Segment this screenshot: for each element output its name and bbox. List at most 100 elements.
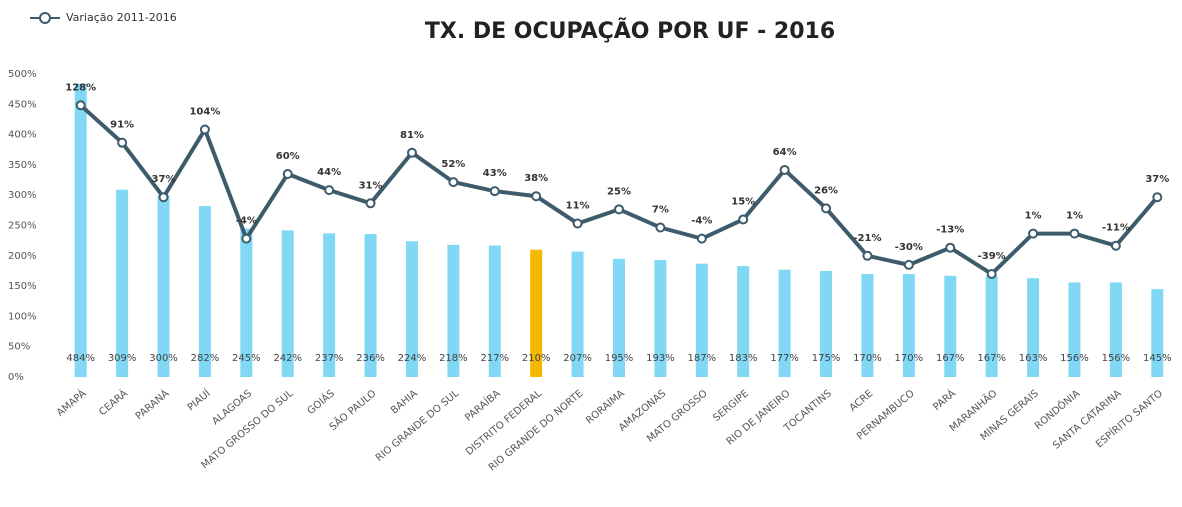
line-marker (821, 203, 832, 214)
bar-label: 218% (439, 353, 468, 364)
bar (985, 275, 998, 377)
line-marker (199, 124, 210, 135)
line-marker (324, 185, 335, 196)
line-label: 104% (189, 107, 220, 118)
bar (323, 233, 336, 377)
bar (778, 269, 791, 377)
line-marker (1028, 228, 1039, 239)
line-marker (1069, 228, 1080, 239)
bar-label: 167% (936, 353, 965, 364)
y-tick-label: 150% (8, 281, 37, 292)
line-marker (1152, 192, 1163, 203)
line-label: -21% (853, 233, 881, 244)
line-marker (945, 242, 956, 253)
line-label: 38% (524, 173, 548, 184)
bar (1027, 278, 1040, 377)
line-marker (117, 137, 128, 148)
bar-label: 156% (1102, 353, 1131, 364)
line-label: 11% (566, 200, 590, 211)
line-label: 64% (773, 147, 797, 158)
bar (571, 251, 584, 377)
bar-label: 195% (605, 353, 634, 364)
bar (1109, 282, 1122, 377)
bar-label: 187% (688, 353, 717, 364)
legend-marker (39, 12, 51, 24)
y-tick-label: 500% (8, 69, 37, 80)
line-label: -39% (978, 251, 1006, 262)
bar (281, 230, 294, 377)
bar (1068, 282, 1081, 377)
line-label: 37% (1145, 174, 1169, 185)
y-tick-label: 100% (8, 311, 37, 322)
x-tick-label: BAHIA (389, 388, 420, 416)
bar-label: 242% (273, 353, 302, 364)
line-marker (738, 214, 749, 225)
bar-label: 236% (356, 353, 385, 364)
x-tick-label: GOIÁS (304, 387, 337, 417)
y-tick-label: 350% (8, 160, 37, 171)
bar (157, 195, 170, 377)
line-label: 15% (731, 196, 755, 207)
bar (116, 189, 129, 377)
line-label: 1% (1025, 211, 1042, 222)
legend-label: Variação 2011-2016 (66, 11, 177, 24)
y-tick-label: 450% (8, 99, 37, 110)
bar (447, 244, 460, 377)
x-tick-label: AMAPÁ (54, 387, 89, 419)
line-label: 91% (110, 120, 134, 131)
line-label: -13% (936, 225, 964, 236)
line-label: 7% (652, 205, 669, 216)
bar-label: 170% (853, 353, 882, 364)
line-marker (406, 147, 417, 158)
x-tick-label: ESPÍRITO SANTO (1093, 387, 1165, 451)
line-label: 128% (65, 82, 96, 93)
line-label: 81% (400, 130, 424, 141)
y-tick-label: 400% (8, 130, 37, 141)
line-label: 25% (607, 186, 631, 197)
line-marker (531, 191, 542, 202)
bar-label: 217% (480, 353, 509, 364)
line-marker (903, 259, 914, 270)
line-marker (572, 218, 583, 229)
x-tick-label: PIAUÍ (184, 387, 212, 414)
x-tick-label: RORAIMA (584, 388, 627, 426)
bar-label: 484% (66, 353, 95, 364)
line-label: 1% (1066, 211, 1083, 222)
bar-label: 210% (522, 353, 551, 364)
bar (695, 263, 708, 377)
bar (613, 258, 625, 377)
bar-label: 237% (315, 353, 344, 364)
line-marker (862, 250, 873, 261)
bar-label: 183% (729, 353, 758, 364)
bar-label: 300% (149, 353, 178, 364)
bar-label: 175% (812, 353, 841, 364)
line-marker (489, 186, 500, 197)
line-marker (365, 198, 376, 209)
line-marker (158, 192, 169, 203)
bar (902, 273, 915, 377)
bar-label: 207% (563, 353, 592, 364)
x-tick-label: DISTRITO FEDERAL (464, 388, 544, 458)
bar (530, 249, 543, 377)
x-tick-label: ACRE (848, 388, 876, 414)
bar-label: 156% (1060, 353, 1089, 364)
line-label: 60% (276, 151, 300, 162)
bar-label: 163% (1019, 353, 1048, 364)
line-label: -4% (691, 216, 712, 227)
y-tick-label: 0% (8, 372, 24, 383)
bar-label: 167% (977, 353, 1006, 364)
bar-label: 309% (108, 353, 137, 364)
bar (488, 245, 501, 377)
bar (240, 228, 253, 377)
line-label: 37% (152, 174, 176, 185)
bar-label: 224% (398, 353, 427, 364)
line-label: 44% (317, 167, 341, 178)
line-marker (75, 100, 86, 111)
y-tick-label: 300% (8, 190, 37, 201)
x-tick-label: RIO GRANDE DO SUL (374, 388, 462, 464)
y-tick-label: 200% (8, 251, 37, 262)
line-marker (448, 177, 459, 188)
line-label: -11% (1102, 223, 1130, 234)
line-label: -30% (895, 242, 923, 253)
